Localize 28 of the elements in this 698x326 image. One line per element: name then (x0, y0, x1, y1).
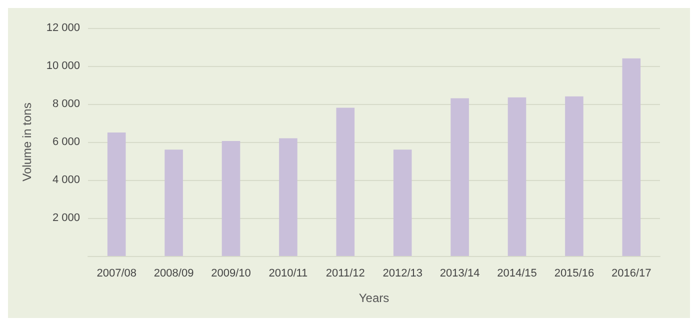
x-tick-label: 2008/09 (154, 268, 194, 280)
x-tick-label: 2010/11 (268, 268, 308, 280)
bar (279, 138, 298, 256)
y-tick-label: 8 000 (52, 98, 80, 110)
bar (622, 58, 641, 256)
y-tick-label: 4 000 (52, 174, 80, 186)
x-tick-label: 2014/15 (497, 268, 537, 280)
x-tick-label: 2012/13 (382, 268, 422, 280)
bar (222, 141, 240, 256)
x-tick-label: 2015/16 (554, 268, 594, 280)
x-tick-label: 2016/17 (612, 268, 652, 280)
x-tick-label: 2007/08 (96, 268, 136, 280)
x-tick-label: 2013/14 (440, 268, 480, 280)
y-axis-title: Volume in tons (20, 102, 34, 182)
y-tick-label: 6 000 (52, 136, 80, 148)
y-tick-label: 2 000 (52, 212, 80, 224)
bar (164, 150, 183, 256)
y-tick-label: 12 000 (46, 22, 80, 34)
bar (336, 108, 355, 256)
bar (565, 96, 584, 256)
bar (393, 150, 412, 256)
bar (508, 97, 526, 256)
bar (107, 132, 126, 256)
bar (450, 98, 469, 256)
x-tick-label: 2009/10 (211, 268, 251, 280)
y-tick-label: 10 000 (46, 60, 80, 72)
x-axis-title: Years (358, 291, 390, 305)
x-tick-label: 2011/12 (326, 268, 365, 280)
